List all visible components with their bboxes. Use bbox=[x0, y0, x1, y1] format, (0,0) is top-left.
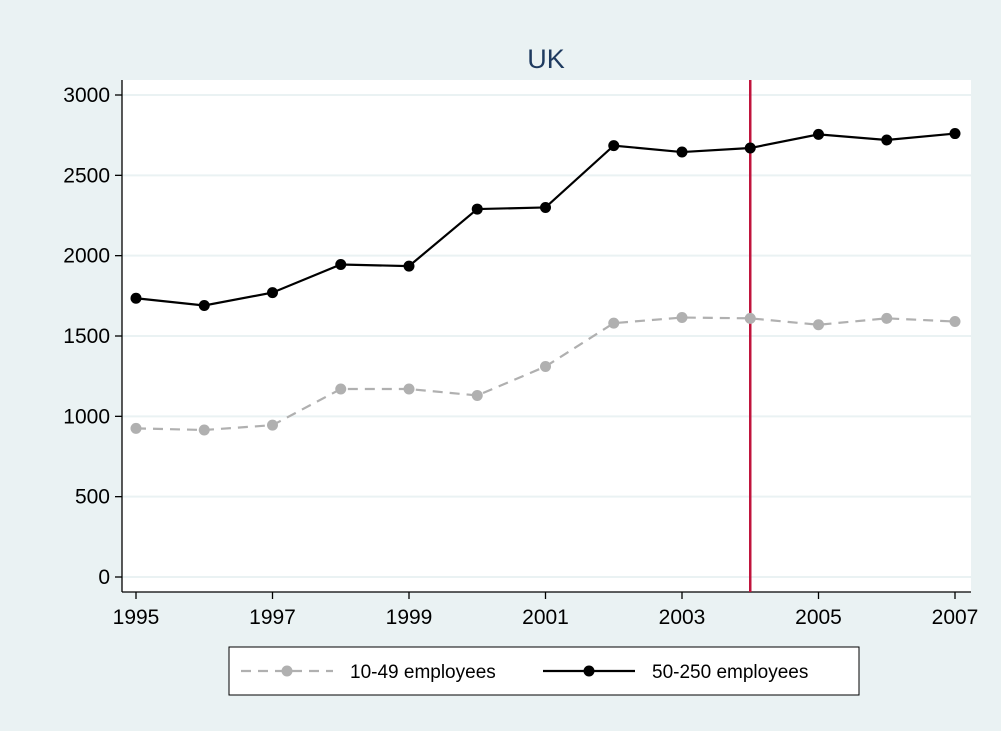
data-point bbox=[949, 316, 961, 328]
legend: 10-49 employees 50-250 employees bbox=[228, 646, 860, 696]
data-point bbox=[676, 146, 688, 158]
y-tick-label: 1000 bbox=[63, 405, 110, 428]
y-tick-label: 3000 bbox=[63, 84, 110, 107]
x-tick-label: 2005 bbox=[795, 606, 842, 629]
data-point bbox=[471, 389, 483, 401]
x-tick-label: 2001 bbox=[522, 606, 569, 629]
legend-label: 10-49 employees bbox=[350, 662, 496, 683]
data-point bbox=[540, 361, 551, 373]
data-point bbox=[949, 128, 961, 140]
x-tick-label: 2003 bbox=[659, 606, 706, 629]
data-point bbox=[267, 419, 278, 431]
data-point bbox=[335, 383, 347, 395]
y-tick-label: 2000 bbox=[63, 245, 110, 268]
grid-lines bbox=[122, 94, 971, 578]
chart-title: UK bbox=[527, 44, 565, 74]
data-point bbox=[608, 317, 620, 329]
x-tick-label: 1997 bbox=[249, 606, 296, 629]
series-group bbox=[130, 128, 961, 436]
y-tick-label: 0 bbox=[98, 566, 110, 589]
data-point bbox=[813, 128, 824, 140]
data-point bbox=[608, 140, 620, 152]
y-tick-label: 2500 bbox=[63, 164, 110, 187]
data-point bbox=[198, 424, 210, 436]
data-point bbox=[267, 287, 278, 299]
data-point bbox=[403, 383, 415, 395]
data-point bbox=[130, 292, 142, 304]
data-point bbox=[676, 312, 688, 324]
x-tick-label: 2007 bbox=[932, 606, 979, 629]
data-point bbox=[881, 312, 893, 324]
data-point bbox=[744, 142, 756, 154]
data-point bbox=[813, 319, 824, 331]
data-point bbox=[198, 299, 210, 311]
y-tick-label: 1500 bbox=[63, 325, 110, 348]
data-point bbox=[130, 422, 142, 434]
legend-label: 50-250 employees bbox=[652, 662, 808, 683]
legend-swatch-marker bbox=[281, 665, 293, 677]
data-point bbox=[471, 203, 483, 215]
legend-swatch-marker bbox=[583, 665, 595, 677]
x-tick-label: 1999 bbox=[386, 606, 433, 629]
data-point bbox=[744, 312, 756, 324]
x-tick-label: 1995 bbox=[113, 606, 160, 629]
y-tick-label: 500 bbox=[75, 486, 110, 509]
data-point bbox=[403, 260, 415, 272]
data-point bbox=[540, 201, 551, 213]
data-point bbox=[881, 134, 893, 146]
data-point bbox=[335, 259, 347, 271]
axes: 0 500 1000 1500 2000 2500 3000 1995 1997 1999 2001… bbox=[63, 80, 978, 629]
